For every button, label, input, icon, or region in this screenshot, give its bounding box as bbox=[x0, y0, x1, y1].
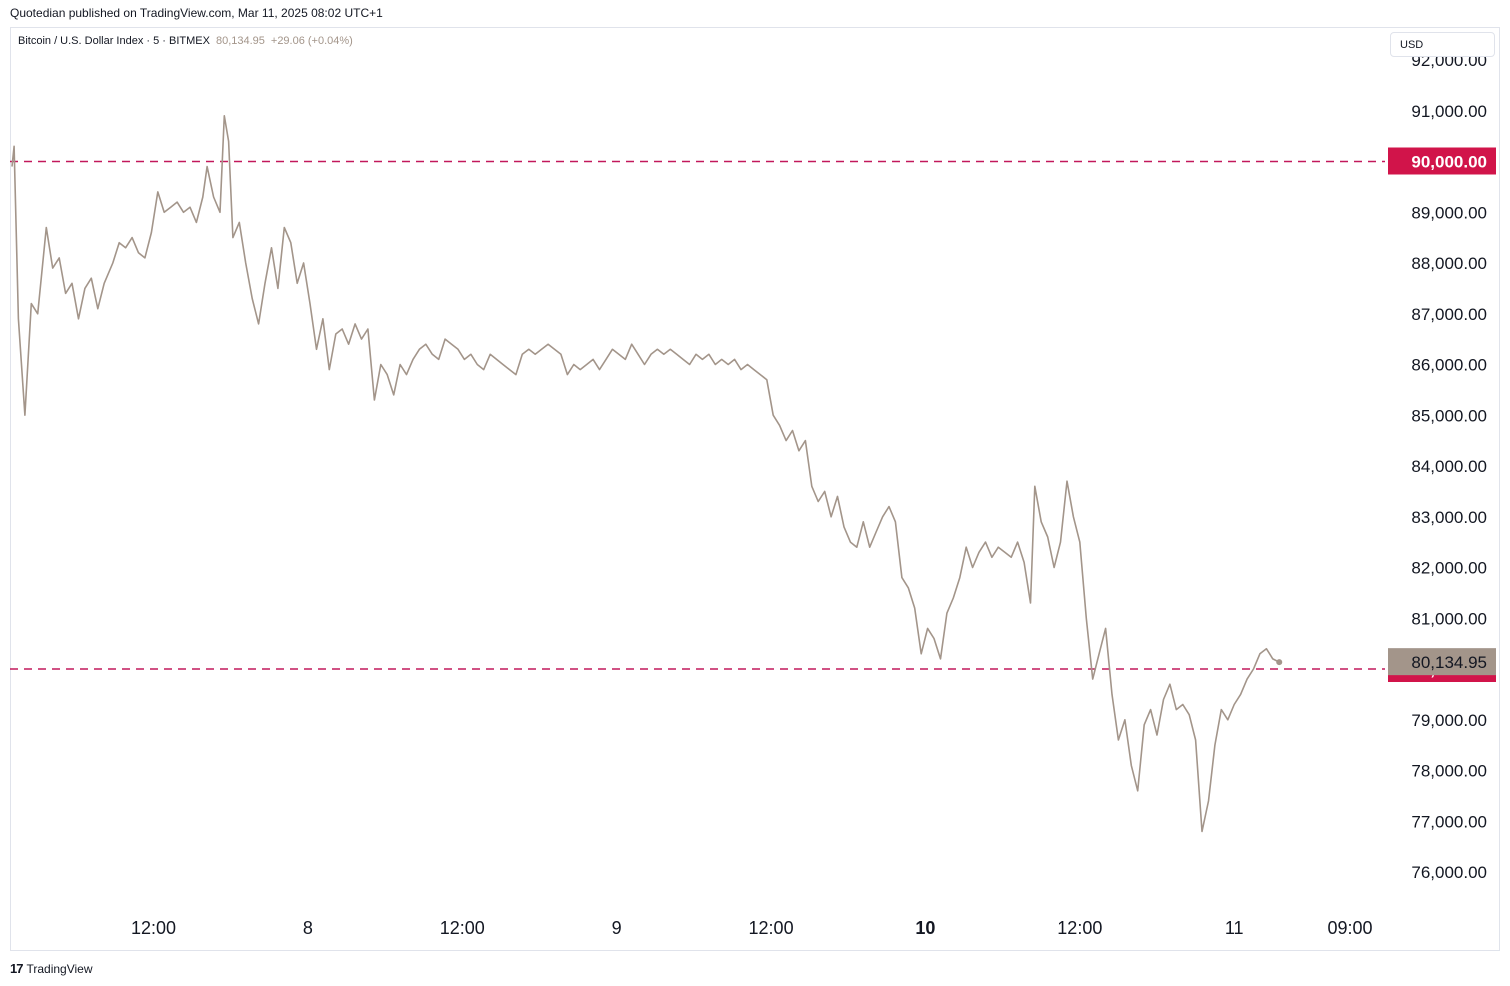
y-tick-label: 89,000.00 bbox=[1411, 203, 1487, 222]
x-tick-label: 09:00 bbox=[1327, 918, 1372, 938]
x-tick-label: 11 bbox=[1225, 918, 1244, 938]
y-tick-label: 87,000.00 bbox=[1411, 305, 1487, 324]
y-tick-label: 82,000.00 bbox=[1411, 559, 1487, 578]
x-tick-label: 12:00 bbox=[1057, 918, 1102, 938]
y-tick-label: 81,000.00 bbox=[1411, 609, 1487, 628]
y-tick-label: 91,000.00 bbox=[1411, 102, 1487, 121]
x-tick-label: 12:00 bbox=[131, 918, 176, 938]
x-tick-label: 12:00 bbox=[440, 918, 485, 938]
tradingview-logo-icon: 17 bbox=[10, 961, 24, 976]
last-price-dot bbox=[1276, 659, 1283, 666]
tradingview-logo-text: TradingView bbox=[26, 961, 93, 976]
symbol-legend: Bitcoin / U.S. Dollar Index · 5 · BITMEX… bbox=[18, 35, 353, 47]
currency-selector[interactable]: USD bbox=[1390, 32, 1495, 57]
last-price-value: 80,134.95 bbox=[215, 35, 265, 47]
price-change: +29.06 (+0.04%) bbox=[270, 35, 353, 47]
y-tick-label: 76,000.00 bbox=[1411, 863, 1487, 882]
y-tick-label: 77,000.00 bbox=[1411, 812, 1487, 831]
y-tick-label: 85,000.00 bbox=[1411, 406, 1487, 425]
y-tick-label: 86,000.00 bbox=[1411, 356, 1487, 375]
x-tick-label: 8 bbox=[303, 918, 313, 938]
y-tick-label: 84,000.00 bbox=[1411, 457, 1487, 476]
tradingview-logo[interactable]: 17 TradingView bbox=[10, 961, 93, 976]
x-tick-label: 12:00 bbox=[749, 918, 794, 938]
chart-frame[interactable] bbox=[10, 27, 1500, 951]
x-tick-label: 10 bbox=[915, 918, 935, 938]
x-tick-label: 9 bbox=[612, 918, 622, 938]
y-tick-label: 88,000.00 bbox=[1411, 254, 1487, 273]
y-tick-label: 79,000.00 bbox=[1411, 711, 1487, 730]
level-price-label-bg bbox=[1388, 147, 1496, 175]
level-price-label: 90,000.00 bbox=[1411, 153, 1487, 172]
last-price-label-bg bbox=[1388, 648, 1496, 676]
price-series-line[interactable] bbox=[11, 115, 1280, 833]
y-tick-label: 78,000.00 bbox=[1411, 762, 1487, 781]
publish-info: Quotedian published on TradingView.com, … bbox=[10, 6, 383, 20]
symbol-name[interactable]: Bitcoin / U.S. Dollar Index · 5 · BITMEX bbox=[18, 35, 210, 47]
last-price-label: 80,134.95 bbox=[1411, 653, 1487, 672]
y-tick-label: 83,000.00 bbox=[1411, 508, 1487, 527]
